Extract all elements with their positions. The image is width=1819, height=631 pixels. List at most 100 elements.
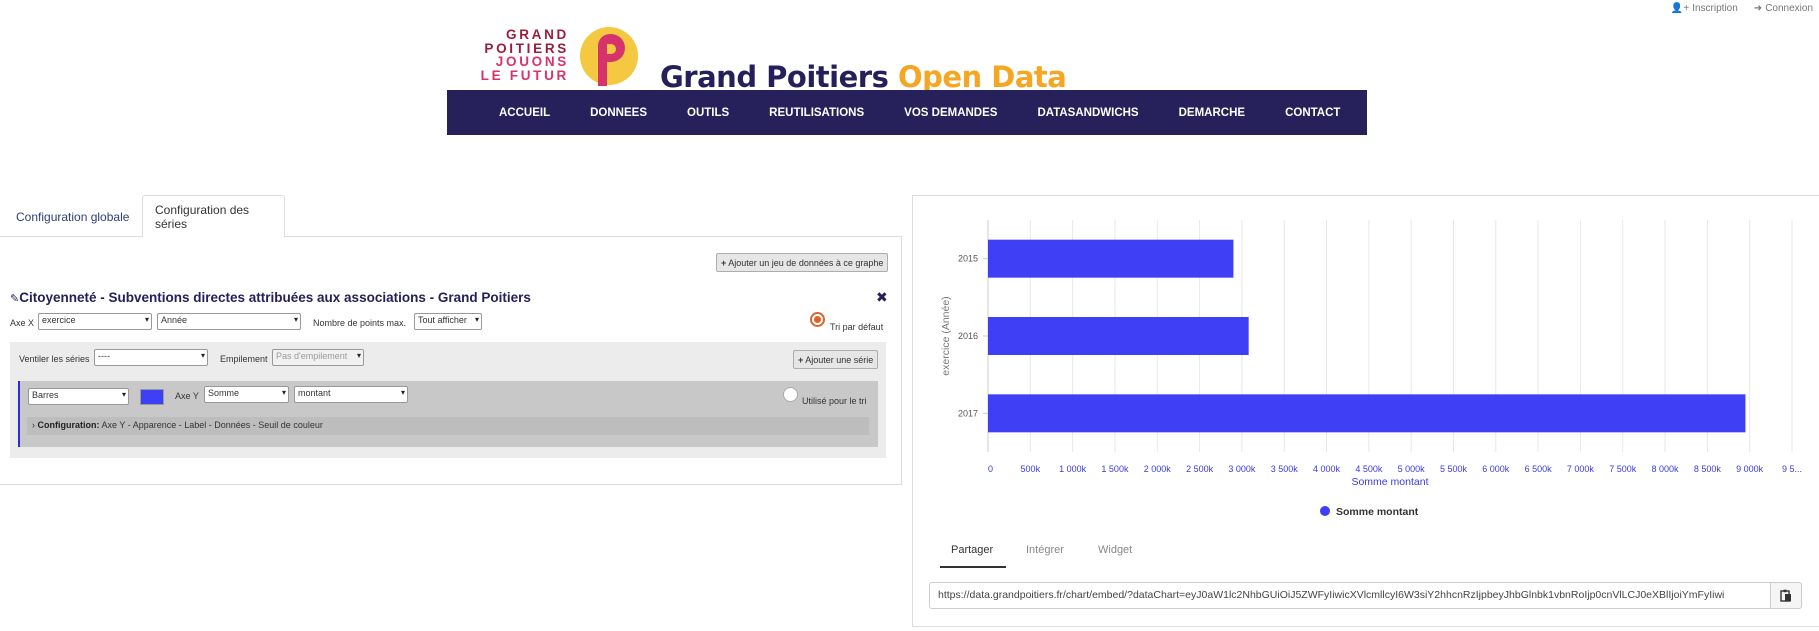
- split-series-value: ----: [98, 351, 110, 361]
- series-type-select[interactable]: Barres: [28, 388, 129, 405]
- main-navbar: ACCUEIL DONNEES OUTILS REUTILISATIONS VO…: [447, 90, 1367, 135]
- series-config-panel: [0, 237, 902, 485]
- series-color-swatch[interactable]: [140, 389, 164, 405]
- config-tabs: Configuration globale Configuration des …: [0, 195, 902, 238]
- aggregation-select[interactable]: Somme: [204, 386, 289, 403]
- aggregation-value: Somme: [208, 388, 240, 398]
- nav-contact[interactable]: CONTACT: [1285, 106, 1341, 119]
- max-points-value: Tout afficher: [418, 315, 467, 325]
- x-tick-label: 500k: [1021, 464, 1041, 474]
- series-config-toggle[interactable]: › Configuration: Axe Y - Apparence - Lab…: [27, 417, 869, 435]
- stack-value: Pas d'empilement: [276, 351, 348, 361]
- add-series-button[interactable]: + Ajouter une série: [793, 350, 879, 369]
- site-title-accent: Open Data: [897, 60, 1067, 94]
- tab-global-config[interactable]: Configuration globale: [16, 209, 130, 224]
- bar: [988, 239, 1234, 278]
- add-dataset-button[interactable]: + Ajouter un jeu de données à ce graphe: [716, 253, 889, 272]
- bar-chart: 0 500k 1 000k 1 500k 2 000k 2 500k 3 000k 3 500…: [940, 220, 1802, 518]
- logo-line-3: JOUONS: [495, 54, 569, 69]
- y-tick-label: 2016: [958, 331, 978, 341]
- dataset-title-text: Citoyenneté - Subventions directes attri…: [19, 290, 531, 305]
- split-series-select[interactable]: ----: [94, 349, 208, 366]
- series-type-value: Barres: [32, 390, 59, 400]
- signup-label: Inscription: [1692, 3, 1738, 14]
- tab-share[interactable]: Partager: [951, 544, 994, 556]
- site-title-main: Grand Poitiers: [660, 60, 889, 94]
- stack-label: Empilement: [220, 354, 268, 364]
- active-tab-underline: [940, 566, 1006, 568]
- nav-reutilisations[interactable]: REUTILISATIONS: [769, 106, 865, 119]
- x-tick-label: 6 000k: [1482, 464, 1510, 474]
- auth-links: 👤+ Inscription ➜ Connexion: [1671, 3, 1813, 14]
- add-series-label: Ajouter une série: [805, 354, 874, 365]
- max-points-select[interactable]: Tout afficher: [414, 313, 482, 330]
- y-axis-title: exercice (Année): [940, 296, 952, 375]
- x-tick-label: 1 000k: [1059, 464, 1087, 474]
- site-title: Grand Poitiers Open Data: [660, 60, 1067, 94]
- x-tick-label: 9 000k: [1736, 464, 1764, 474]
- axis-y-label: Axe Y: [175, 391, 199, 401]
- logo-p-mark-icon: [580, 27, 638, 86]
- share-tabs: Partager Intégrer Widget: [940, 540, 1800, 568]
- x-tick-label: 8 500k: [1694, 464, 1722, 474]
- axis-x-field-value: exercice: [42, 315, 76, 325]
- config-items: Axe Y - Apparence - Label - Données - Se…: [101, 420, 323, 430]
- tab-embed[interactable]: Intégrer: [1026, 544, 1064, 556]
- y-tick-label: 2015: [958, 254, 978, 264]
- dataset-title: ✎Citoyenneté - Subventions directes attr…: [10, 290, 531, 305]
- add-dataset-label: Ajouter un jeu de données à ce graphe: [728, 257, 884, 268]
- x-tick-label: 5 000k: [1398, 464, 1426, 474]
- x-tick-label: 4 000k: [1313, 464, 1341, 474]
- clipboard-icon: [1780, 589, 1791, 602]
- bar: [988, 317, 1249, 355]
- site-logo-text[interactable]: GRAND POITIERS JOUONS LE FUTUR: [463, 28, 569, 82]
- logo-line-1: GRAND: [506, 27, 569, 42]
- nav-donnees[interactable]: DONNEES: [590, 106, 647, 119]
- share-url-field[interactable]: https://data.grandpoitiers.fr/chart/embe…: [929, 582, 1771, 609]
- sign-in-icon: ➜: [1753, 3, 1763, 14]
- signup-link[interactable]: 👤+ Inscription: [1671, 3, 1738, 14]
- axis-x-format-select[interactable]: Année: [157, 313, 301, 330]
- use-for-sort-radio[interactable]: [783, 387, 798, 402]
- bar: [988, 394, 1746, 433]
- x-axis-title: Somme montant: [1351, 476, 1428, 488]
- tab-widget[interactable]: Widget: [1098, 544, 1133, 556]
- split-series-label: Ventiler les séries: [19, 354, 90, 364]
- login-label: Connexion: [1765, 3, 1813, 14]
- max-points-label: Nombre de points max.: [313, 318, 407, 328]
- config-label: Configuration:: [37, 420, 100, 430]
- x-tick-label: 6 500k: [1525, 464, 1553, 474]
- x-tick-label: 0: [988, 464, 993, 474]
- series-field-select[interactable]: montant: [294, 386, 408, 403]
- nav-outils[interactable]: OUTILS: [687, 106, 730, 119]
- use-for-sort-label: Utilisé pour le tri: [802, 396, 867, 406]
- axis-x-label: Axe X: [10, 318, 35, 328]
- x-tick-label: 1 500k: [1101, 464, 1129, 474]
- y-tick-label: 2017: [958, 408, 978, 418]
- close-icon[interactable]: ✖: [876, 289, 888, 305]
- pencil-icon[interactable]: ✎: [10, 293, 20, 305]
- plus-icon: +: [721, 257, 727, 268]
- x-tick-label: 3 000k: [1228, 464, 1256, 474]
- logo-line-4: LE FUTUR: [480, 67, 569, 83]
- copy-button[interactable]: [1771, 582, 1802, 609]
- x-tick-label: 2 000k: [1144, 464, 1172, 474]
- default-sort-label: Tri par défaut: [830, 322, 884, 332]
- default-sort-radio[interactable]: [810, 312, 825, 327]
- logo-line-2: POITIERS: [484, 40, 569, 56]
- login-link[interactable]: ➜ Connexion: [1754, 3, 1813, 14]
- legend-label: Somme montant: [1336, 506, 1419, 518]
- axis-x-field-select[interactable]: exercice: [38, 313, 152, 330]
- chevron-right-icon: ›: [32, 420, 35, 430]
- nav-datasandwichs[interactable]: DATASANDWICHS: [1037, 106, 1139, 119]
- nav-accueil[interactable]: ACCUEIL: [499, 106, 551, 119]
- tab-series-config[interactable]: Configuration des séries: [142, 195, 285, 238]
- user-plus-icon: 👤+: [1670, 3, 1690, 14]
- nav-demarche[interactable]: DEMARCHE: [1178, 106, 1246, 119]
- x-tick-label: 7 000k: [1567, 464, 1595, 474]
- stack-select[interactable]: Pas d'empilement: [272, 349, 364, 366]
- plus-icon: +: [798, 354, 804, 365]
- x-tick-label: 3 500k: [1271, 464, 1299, 474]
- nav-vos-demandes[interactable]: VOS DEMANDES: [904, 106, 998, 119]
- legend-marker: [1320, 506, 1330, 516]
